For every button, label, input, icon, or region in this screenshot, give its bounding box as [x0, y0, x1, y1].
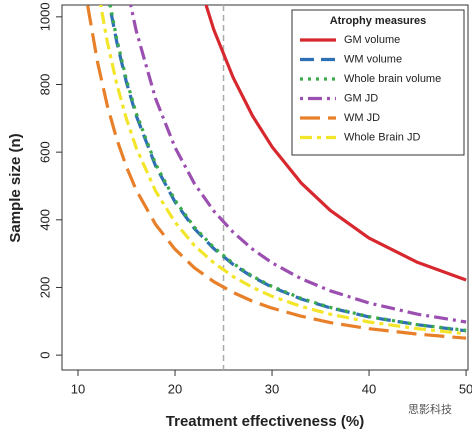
x-tick-label: 20: [168, 381, 182, 396]
series-line: [86, 5, 467, 340]
y-tick-label: 0: [37, 351, 52, 358]
legend-label: GM volume: [344, 34, 400, 46]
series-line: [129, 5, 467, 324]
legend-label: GM JD: [344, 92, 378, 104]
y-tick-label: 200: [37, 277, 52, 299]
legend-label: Whole brain volume: [344, 73, 441, 85]
series-line: [204, 5, 467, 282]
series-line: [108, 5, 467, 332]
plot-frame: [61, 4, 469, 371]
legend-title: Atrophy measures: [330, 15, 427, 27]
legend-label: Whole Brain JD: [344, 131, 420, 143]
x-tick-label: 30: [265, 381, 279, 396]
y-axis-title: Sample size (n): [7, 133, 24, 242]
y-tick-label: 800: [37, 74, 52, 96]
legend-label: WM volume: [344, 53, 402, 65]
y-tick-label: 1000: [37, 2, 52, 31]
x-tick-label: 10: [71, 381, 85, 396]
x-axis-title: Treatment effectiveness (%): [166, 413, 364, 430]
legend-label: WM JD: [344, 112, 380, 124]
watermark: 思影科技: [408, 402, 452, 416]
legend-box: [291, 9, 465, 156]
x-tick-label: 40: [362, 381, 376, 396]
x-tick-label: 50: [459, 381, 472, 396]
y-tick-label: 400: [37, 209, 52, 231]
plot-area: [86, 5, 467, 370]
series-line: [99, 5, 467, 336]
y-tick-label: 600: [37, 141, 52, 163]
